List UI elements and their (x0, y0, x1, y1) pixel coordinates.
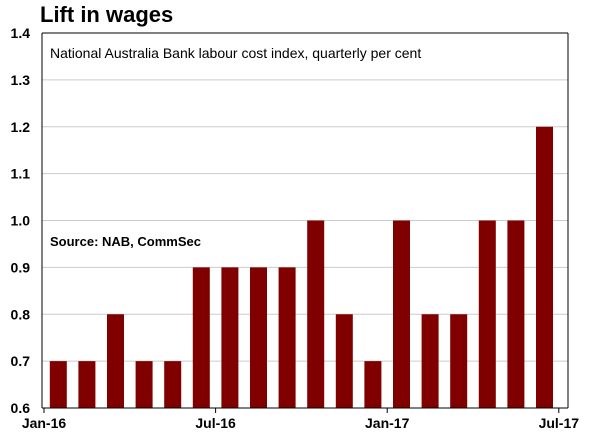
y-tick-label: 1.4 (11, 25, 31, 41)
bar-11 (335, 314, 353, 408)
bar-17 (507, 220, 525, 408)
bar-5 (164, 361, 182, 408)
chart-source: Source: NAB, CommSec (50, 234, 201, 249)
bar-18 (536, 126, 553, 408)
bar-2 (78, 361, 96, 408)
bar-12 (364, 361, 382, 408)
y-tick-label: 1.0 (11, 213, 31, 229)
axes (41, 32, 569, 409)
bar-13 (393, 220, 410, 408)
bar-3 (107, 314, 124, 408)
chart-subtitle: National Australia Bank labour cost inde… (50, 45, 421, 61)
y-tick-label: 0.8 (11, 306, 31, 322)
bars (49, 126, 553, 408)
bar-1 (49, 361, 67, 408)
y-tick-label: 1.2 (11, 119, 31, 135)
x-tick-label: Jan-16 (22, 415, 67, 431)
y-tick-label: 1.3 (11, 72, 31, 88)
y-tick-label: 1.1 (11, 166, 31, 182)
bar-15 (450, 314, 468, 408)
bar-8 (250, 267, 267, 408)
bar-10 (307, 220, 325, 408)
y-tick-labels: 0.6 0.7 0.8 0.9 1.0 1.1 1.2 1.3 1.4 (11, 25, 31, 416)
x-tick-label: Jul-17 (539, 415, 580, 431)
x-tick-label: Jul-16 (195, 415, 236, 431)
x-tick-label: Jan-17 (365, 415, 410, 431)
y-tick-label: 0.7 (11, 353, 31, 369)
chart-title: Lift in wages (40, 2, 174, 27)
bar-9 (278, 267, 296, 408)
bar-6 (192, 267, 210, 408)
bar-16 (478, 220, 496, 408)
x-tick-labels: Jan-16 Jul-16 Jan-17 Jul-17 (22, 408, 579, 431)
y-tick-label: 0.9 (11, 259, 31, 275)
bar-4 (135, 361, 153, 408)
bar-14 (421, 314, 439, 408)
y-tick-label: 0.6 (11, 400, 31, 416)
bar-7 (221, 267, 239, 408)
